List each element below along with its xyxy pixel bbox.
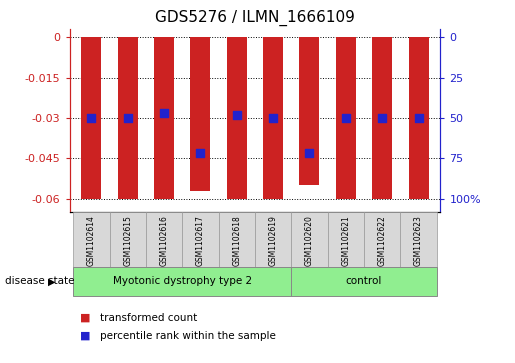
Point	[196, 150, 204, 156]
Text: percentile rank within the sample: percentile rank within the sample	[100, 331, 277, 341]
Text: GSM1102623: GSM1102623	[414, 215, 423, 266]
Point	[269, 115, 277, 121]
Bar	[299, 37, 319, 185]
Bar	[154, 37, 174, 199]
Bar	[73, 212, 110, 267]
Bar	[81, 37, 101, 199]
Bar	[146, 212, 182, 267]
Text: control: control	[346, 276, 382, 286]
Bar	[291, 212, 328, 267]
Bar	[364, 212, 400, 267]
Text: GSM1102621: GSM1102621	[341, 215, 350, 266]
Point	[160, 110, 168, 115]
Point	[233, 113, 241, 118]
Bar	[372, 37, 392, 199]
Point	[305, 150, 314, 156]
Title: GDS5276 / ILMN_1666109: GDS5276 / ILMN_1666109	[155, 10, 355, 26]
Text: transformed count: transformed count	[100, 313, 198, 323]
Bar	[227, 37, 247, 199]
Bar	[218, 212, 255, 267]
Point	[415, 115, 423, 121]
Text: ■: ■	[80, 313, 90, 323]
Text: GSM1102619: GSM1102619	[269, 215, 278, 266]
Point	[341, 115, 350, 121]
Text: GSM1102618: GSM1102618	[232, 215, 241, 266]
Bar	[400, 212, 437, 267]
Bar	[336, 37, 356, 199]
Bar	[263, 37, 283, 199]
Text: ■: ■	[80, 331, 90, 341]
Bar	[110, 212, 146, 267]
Bar	[328, 212, 364, 267]
Bar	[118, 37, 138, 199]
Text: GSM1102615: GSM1102615	[123, 215, 132, 266]
Text: ▶: ▶	[48, 276, 55, 286]
Point	[87, 115, 95, 121]
Text: GSM1102620: GSM1102620	[305, 215, 314, 266]
Bar	[255, 212, 291, 267]
Bar	[291, 267, 437, 296]
Text: GSM1102617: GSM1102617	[196, 215, 205, 266]
Text: disease state: disease state	[5, 276, 75, 286]
Bar	[191, 37, 211, 191]
Point	[124, 115, 132, 121]
Bar	[182, 212, 218, 267]
Bar	[408, 37, 428, 199]
Bar	[73, 267, 291, 296]
Text: GSM1102614: GSM1102614	[87, 215, 96, 266]
Text: GSM1102622: GSM1102622	[377, 215, 387, 266]
Text: Myotonic dystrophy type 2: Myotonic dystrophy type 2	[113, 276, 252, 286]
Text: GSM1102616: GSM1102616	[160, 215, 168, 266]
Point	[378, 115, 386, 121]
